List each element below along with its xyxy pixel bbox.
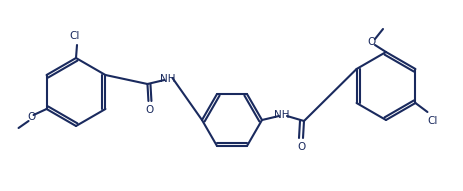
Text: O: O — [297, 142, 306, 152]
Text: Cl: Cl — [426, 116, 437, 126]
Text: Cl: Cl — [69, 31, 80, 41]
Text: NH: NH — [274, 110, 289, 120]
Text: O: O — [27, 112, 36, 122]
Text: O: O — [145, 105, 153, 115]
Text: NH: NH — [159, 74, 175, 84]
Text: O: O — [367, 37, 375, 47]
